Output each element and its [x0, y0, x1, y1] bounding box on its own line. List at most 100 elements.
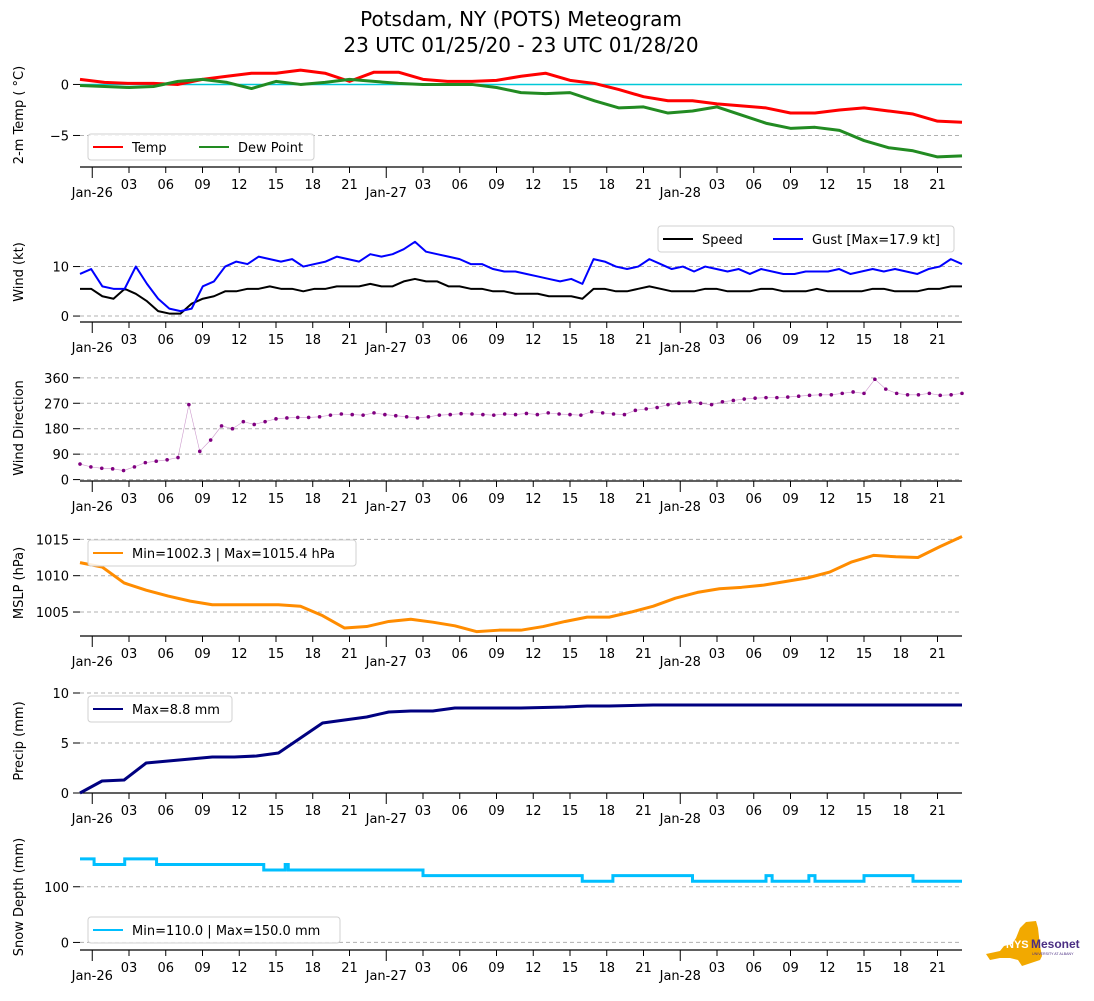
x-hour-label: 15 [856, 178, 873, 193]
x-hour-label: 21 [635, 804, 652, 819]
x-hour-label: 12 [231, 492, 248, 507]
x-hour-label: 03 [121, 961, 138, 976]
y-tick-label: −5 [50, 129, 69, 144]
x-hour-label: 12 [231, 647, 248, 662]
logo-nys-text: NYS [1006, 939, 1029, 951]
direction-point [524, 411, 529, 416]
x-hour-label: 12 [525, 492, 542, 507]
direction-point [916, 392, 921, 397]
direction-point [709, 402, 714, 407]
x-hour-label: 06 [157, 647, 174, 662]
x-hour-label: 09 [782, 647, 799, 662]
x-hour-label: 18 [892, 178, 909, 193]
x-hour-label: 12 [525, 647, 542, 662]
direction-point [99, 466, 104, 471]
x-hour-label: 09 [488, 492, 505, 507]
direction-point [796, 394, 801, 399]
x-date-label: Jan-27 [365, 969, 407, 984]
x-hour-label: 03 [709, 961, 726, 976]
direction-point [197, 449, 202, 454]
y-tick-label: 90 [52, 448, 69, 463]
y-tick-label: 10 [52, 687, 69, 702]
x-hour-label: 18 [598, 961, 615, 976]
panel-precip: 0 5 10 Precip (mm) Jan-26 03 06 09 12 15 18 21 Jan-2… [12, 687, 962, 827]
direction-point [481, 412, 485, 417]
series-line-precip [79, 703, 962, 795]
x-hour-label: 21 [635, 178, 652, 193]
direction-point [622, 412, 627, 417]
x-hour-label: 12 [231, 333, 248, 348]
y-tick-label: 180 [44, 423, 69, 438]
chart-title-line2: 23 UTC 01/25/20 - 23 UTC 01/28/20 [343, 33, 699, 57]
x-hour-label: 15 [562, 804, 579, 819]
legend: Min=110.0 | Max=150.0 mm [87, 916, 341, 944]
x-hour-label: 12 [819, 492, 836, 507]
series-line-temp [79, 68, 963, 124]
legend-label: Temp [131, 141, 167, 156]
y-tick-label: 0 [61, 787, 69, 802]
x-hour-label: 03 [709, 178, 726, 193]
panel-mslp: 1005 1010 1015 MSLP (hPa) Jan-26 03 06 09 12 15 18… [12, 533, 963, 670]
x-hour-label: 18 [598, 647, 615, 662]
x-hour-label: 09 [782, 961, 799, 976]
x-hour-label: 15 [856, 647, 873, 662]
series-line-mslp [79, 535, 963, 634]
x-hour-label: 03 [415, 333, 432, 348]
direction-point [241, 419, 246, 424]
x-hour-label: 15 [268, 961, 285, 976]
direction-point [687, 400, 692, 404]
chart-title-line1: Potsdam, NY (POTS) Meteogram [360, 7, 682, 31]
x-hour-label: 09 [488, 178, 505, 193]
direction-point [589, 409, 594, 414]
x-hour-label: 21 [341, 804, 358, 819]
x-hour-label: 18 [892, 647, 909, 662]
panel-snow: 0 100 Snow Depth (mm) Jan-26 03 06 09 12 15 18 21 J… [12, 838, 962, 984]
x-hour-label: 06 [745, 492, 762, 507]
x-hour-label: 06 [157, 492, 174, 507]
legend: Speed Gust [Max=17.9 kt] [657, 225, 955, 253]
x-hour-label: 21 [341, 647, 358, 662]
x-hour-label: 18 [598, 492, 615, 507]
x-hour-label: 06 [451, 647, 468, 662]
direction-point [949, 392, 953, 397]
direction-point [393, 413, 398, 418]
direction-point [230, 426, 235, 431]
direction-point [350, 412, 355, 417]
x-hour-label: 12 [819, 804, 836, 819]
direction-point [851, 390, 855, 394]
direction-point [89, 465, 93, 469]
direction-point [764, 395, 768, 400]
x-hour-label: 06 [451, 961, 468, 976]
x-hour-label: 18 [892, 961, 909, 976]
direction-point [513, 412, 518, 417]
x-hour-label: 03 [121, 647, 138, 662]
direction-point [655, 405, 659, 410]
x-hour-label: 18 [598, 178, 615, 193]
x-hour-label: 21 [635, 961, 652, 976]
x-hour-label: 06 [745, 961, 762, 976]
direction-point [568, 412, 572, 417]
x-hour-label: 21 [341, 333, 358, 348]
x-date-label: Jan-26 [71, 186, 113, 201]
y-tick-label: 1005 [36, 606, 69, 621]
x-hour-label: 18 [304, 961, 321, 976]
x-hour-label: 09 [488, 804, 505, 819]
direction-point [677, 401, 681, 406]
direction-point [502, 412, 507, 416]
direction-point [219, 424, 224, 428]
x-hour-label: 15 [856, 492, 873, 507]
x-date-label: Jan-28 [659, 812, 701, 827]
x-hour-label: 06 [451, 333, 468, 348]
y-tick-label: 0 [61, 474, 69, 489]
x-hour-label: 12 [819, 961, 836, 976]
legend-label: Min=110.0 | Max=150.0 mm [132, 924, 320, 939]
x-date-label: Jan-28 [659, 500, 701, 515]
x-hour-label: 18 [304, 492, 321, 507]
direction-point [306, 415, 311, 420]
x-hour-label: 18 [304, 804, 321, 819]
x-date-label: Jan-27 [365, 812, 407, 827]
y-tick-label: 1015 [36, 533, 69, 548]
x-hour-label: 12 [819, 647, 836, 662]
x-hour-label: 15 [562, 647, 579, 662]
x-hour-label: 21 [341, 492, 358, 507]
